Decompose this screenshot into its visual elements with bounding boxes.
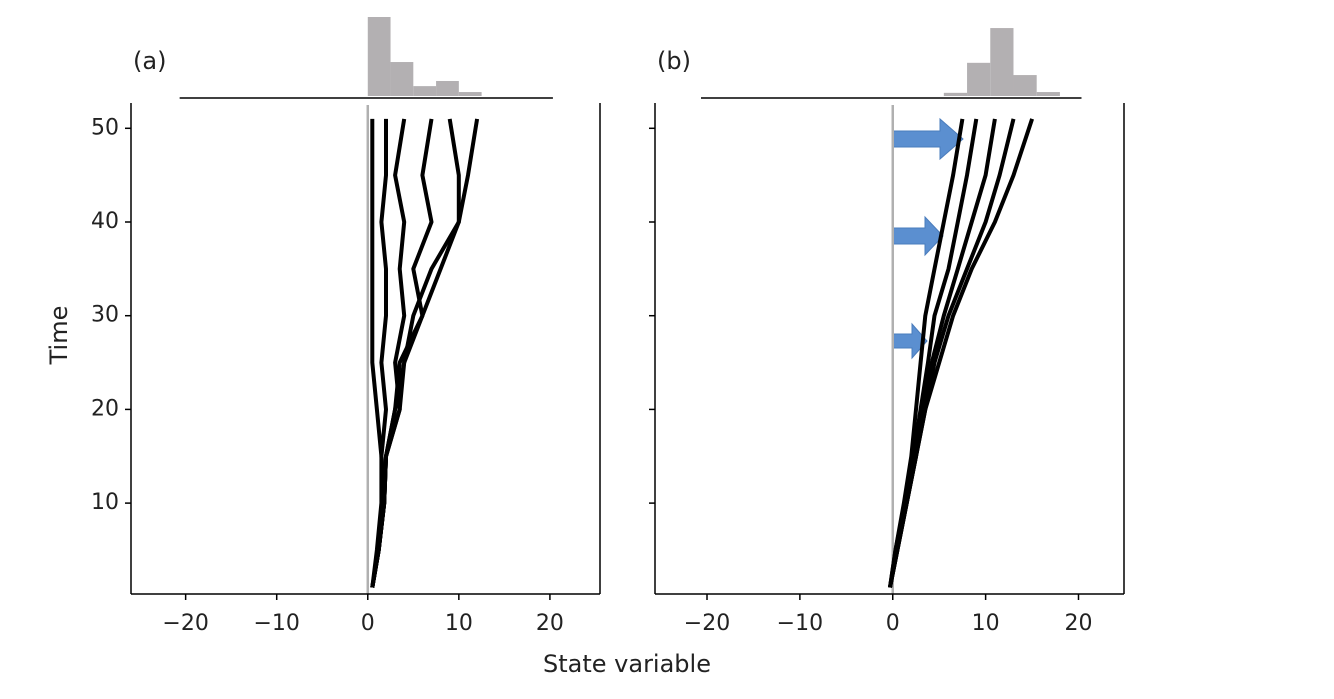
x-tick-label: −10 (777, 611, 823, 636)
x-tick-label: −10 (253, 611, 299, 636)
trajectory (370, 118, 407, 588)
histogram-bar (413, 86, 437, 96)
y-axis-label: Time (45, 306, 73, 366)
histogram-bar (1036, 92, 1060, 96)
y-tick-label: 40 (91, 209, 119, 234)
y-tick-label: 50 (91, 115, 119, 140)
x-tick-label: 20 (536, 611, 564, 636)
arrow (892, 322, 928, 360)
arrows (892, 117, 964, 360)
trajectory (888, 118, 1034, 588)
y-tick-label: 30 (91, 303, 119, 328)
y-tick-label: 20 (91, 396, 119, 421)
histogram-bar (990, 28, 1014, 97)
x-tick-label: 20 (1064, 611, 1092, 636)
histogram-bar (967, 62, 991, 96)
panel-title: (b) (657, 47, 691, 75)
histogram-bar (390, 62, 414, 96)
trajectory (370, 118, 384, 588)
trajectory (370, 118, 461, 588)
histogram-bar (436, 80, 459, 96)
x-tick-label: −20 (162, 611, 208, 636)
arrow (892, 117, 964, 161)
x-tick-label: −20 (684, 611, 730, 636)
x-tick-label: 0 (886, 611, 900, 636)
x-tick-label: 0 (361, 611, 375, 636)
arrow (892, 215, 944, 257)
x-axis-label: State variable (543, 650, 711, 678)
y-tick-label: 10 (91, 490, 119, 515)
x-tick-label: 10 (972, 611, 1000, 636)
histogram-bar (1013, 75, 1037, 96)
histogram-bar (367, 17, 391, 96)
histogram-bar (458, 92, 482, 96)
x-tick-label: 10 (445, 611, 473, 636)
panel-title: (a) (133, 47, 166, 75)
histogram-bar (943, 92, 968, 96)
